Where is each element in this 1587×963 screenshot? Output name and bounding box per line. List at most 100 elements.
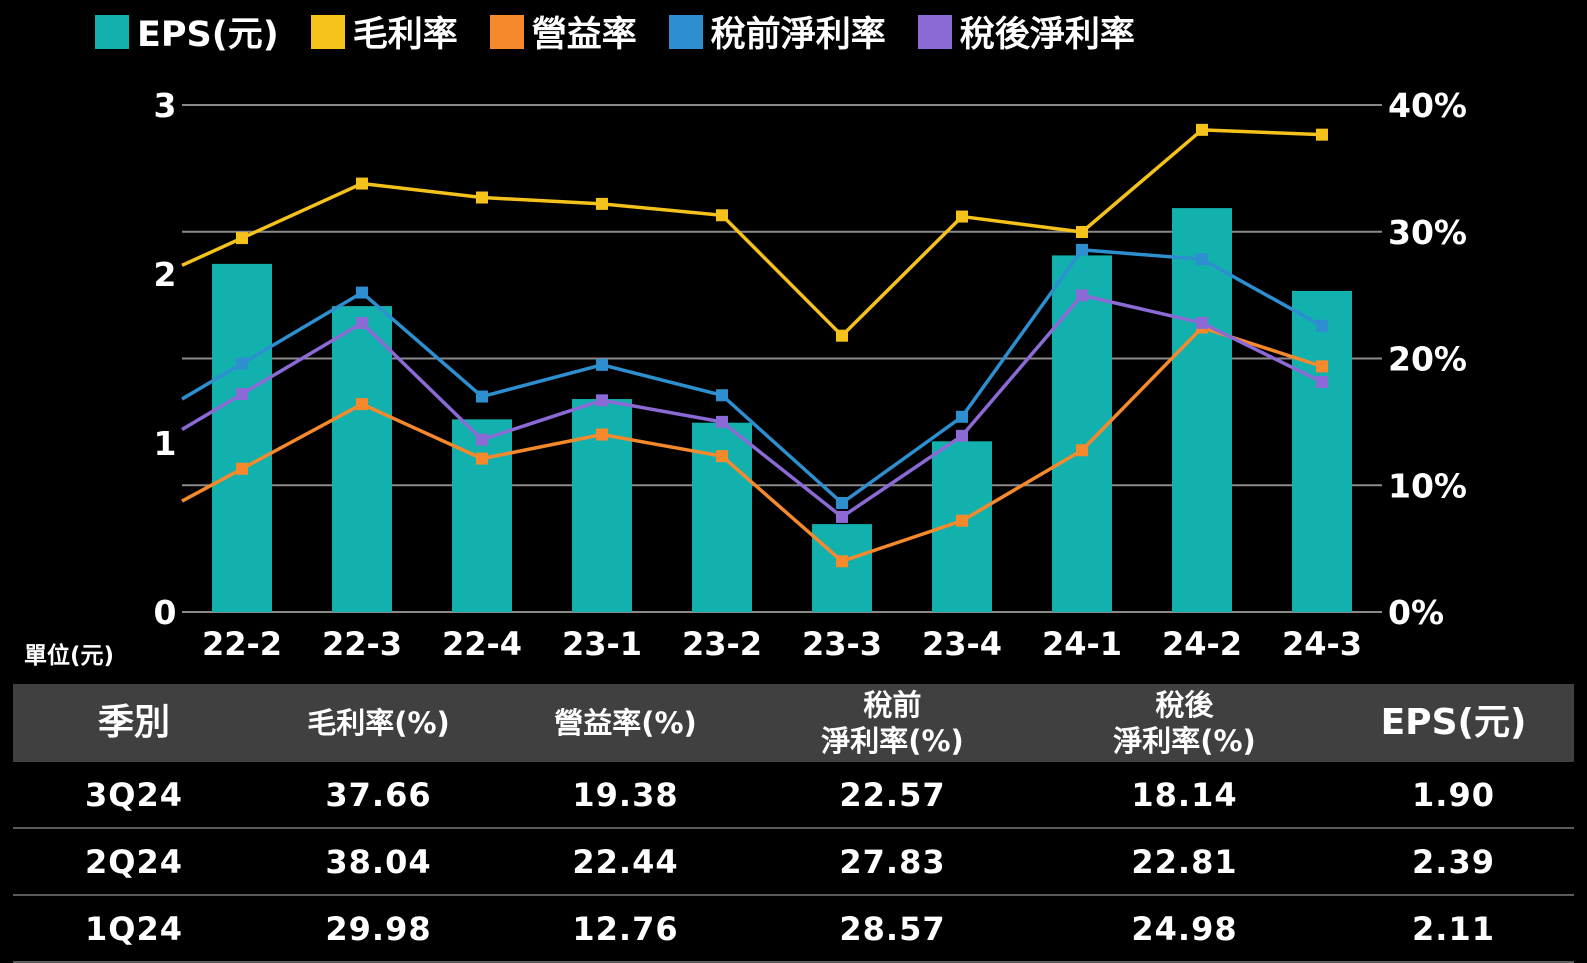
right-axis-tick-label: 10% <box>1388 466 1467 505</box>
header-net-margin: 稅後 淨利率(%) <box>1113 688 1256 758</box>
legend-item-pretax-margin: 稅前淨利率 <box>668 6 886 57</box>
legend-label-net-margin: 稅後淨利率 <box>959 15 1135 55</box>
legend-label-gross-margin: 毛利率 <box>352 15 458 55</box>
series-point-0 <box>1076 226 1088 239</box>
table-cell: 2.39 <box>1333 828 1574 896</box>
legend-swatch-operating-margin <box>489 14 524 49</box>
table-cell: 19.38 <box>502 762 749 829</box>
series-point-2 <box>1316 319 1328 332</box>
series-point-2 <box>236 357 248 370</box>
table-cell: 18.14 <box>1036 762 1333 829</box>
series-point-2 <box>596 358 608 371</box>
table-cell: 12.76 <box>502 895 749 963</box>
right-axis-tick-label: 0% <box>1388 593 1444 632</box>
header-eps: EPS(元) <box>1380 702 1527 743</box>
eps-bar <box>812 524 872 612</box>
legend-label-operating-margin: 營益率 <box>531 15 637 55</box>
x-axis-tick-label: 23-2 <box>682 625 762 663</box>
legend-item-eps: EPS(元) <box>95 6 279 57</box>
legend-item-net-margin: 稅後淨利率 <box>917 6 1135 57</box>
x-axis-tick-label: 24-3 <box>1282 625 1362 663</box>
series-point-0 <box>836 329 848 342</box>
table-cell: 27.83 <box>749 828 1036 896</box>
legend-swatch-gross-margin <box>310 14 345 49</box>
legend-label-pretax-margin: 稅前淨利率 <box>710 15 886 55</box>
series-point-2 <box>1196 253 1208 266</box>
summary-table: 季別 毛利率(%) 營益率(%) 稅前 淨利率(%) 稅後 淨利率(%) EPS(元… <box>13 684 1574 963</box>
series-point-0 <box>236 232 248 245</box>
combo-chart: 0% 10% 20% 30% 40% 0 1 2 3 22-2 22-3 22-4 23-1 23-2 23… <box>154 86 1467 663</box>
legend-swatch-pretax-margin <box>668 14 703 49</box>
left-axis-tick-label: 2 <box>154 255 177 294</box>
table-cell: 2Q24 <box>13 828 255 896</box>
series-point-2 <box>356 286 368 299</box>
table-cell: 28.57 <box>749 895 1036 963</box>
series-point-0 <box>1196 123 1208 136</box>
series-point-1 <box>836 555 848 568</box>
right-axis-tick-label: 30% <box>1388 213 1467 252</box>
series-point-3 <box>236 387 248 400</box>
series-point-2 <box>716 389 728 402</box>
table-cell: 22.81 <box>1036 828 1333 896</box>
series-point-0 <box>1316 128 1328 141</box>
unit-label: 單位(元) <box>24 643 115 669</box>
left-axis-tick-label: 3 <box>154 86 177 125</box>
eps-bar <box>212 263 272 612</box>
right-axis-tick-label: 20% <box>1388 340 1467 379</box>
table-cell: 37.66 <box>255 762 502 829</box>
series-point-1 <box>716 450 728 463</box>
x-axis-tick-label: 22-3 <box>322 625 402 663</box>
series-point-2 <box>956 410 968 423</box>
series-point-3 <box>956 429 968 442</box>
series-point-3 <box>476 433 488 446</box>
table-header-row: 季別 毛利率(%) 營益率(%) 稅前 淨利率(%) 稅後 淨利率(%) EPS(元… <box>13 684 1574 762</box>
header-gross-margin: 毛利率(%) <box>307 706 450 740</box>
series-point-1 <box>596 428 608 441</box>
x-axis-tick-label: 22-2 <box>202 625 282 663</box>
series-point-3 <box>716 415 728 428</box>
eps-bar <box>1172 208 1232 612</box>
series-point-1 <box>236 462 248 475</box>
series-point-1 <box>1316 360 1328 373</box>
series-point-3 <box>836 510 848 523</box>
eps-bar <box>1052 255 1112 612</box>
table-cell: 24.98 <box>1036 895 1333 963</box>
series-point-2 <box>836 496 848 509</box>
series-point-2 <box>476 390 488 403</box>
header-pretax-margin: 稅前 淨利率(%) <box>821 688 964 758</box>
table-cell: 29.98 <box>255 895 502 963</box>
series-point-0 <box>476 191 488 204</box>
table-row: 3Q24 37.66 19.38 22.57 18.14 1.90 <box>13 762 1574 829</box>
series-point-3 <box>1076 289 1088 302</box>
legend-swatch-net-margin <box>917 14 952 49</box>
series-point-1 <box>956 514 968 527</box>
table-cell: 1Q24 <box>13 895 255 963</box>
left-axis-tick-label: 1 <box>154 424 177 463</box>
series-point-0 <box>596 197 608 210</box>
series-point-1 <box>356 398 368 411</box>
table-cell: 22.57 <box>749 762 1036 829</box>
legend-label-eps: EPS(元) <box>137 15 279 55</box>
series-line-0 <box>181 128 1323 339</box>
legend-swatch-eps <box>95 14 129 49</box>
eps-bar <box>332 306 392 612</box>
table-cell: 2.11 <box>1333 895 1574 963</box>
x-axis-tick-label: 23-3 <box>802 625 882 663</box>
series-point-1 <box>476 452 488 465</box>
table-cell: 22.44 <box>502 828 749 896</box>
table-cell: 1.90 <box>1333 762 1574 829</box>
series-point-0 <box>956 210 968 223</box>
series-point-3 <box>356 317 368 330</box>
header-operating-margin: 營益率(%) <box>554 706 697 740</box>
header-quarter: 季別 <box>97 702 170 743</box>
series-point-3 <box>1316 376 1328 389</box>
chart-legend: EPS(元) 毛利率 營益率 稅前淨利率 稅後淨利率 <box>95 6 1167 57</box>
series-point-2 <box>1076 243 1088 256</box>
table-row: 1Q24 29.98 12.76 28.57 24.98 2.11 <box>13 895 1574 963</box>
table-cell: 3Q24 <box>13 762 255 829</box>
x-axis-tick-label: 22-4 <box>442 625 522 663</box>
eps-bar <box>1292 290 1352 612</box>
x-axis-tick-label: 24-2 <box>1162 625 1242 663</box>
right-axis-tick-label: 40% <box>1388 86 1467 125</box>
series-point-1 <box>1076 444 1088 457</box>
